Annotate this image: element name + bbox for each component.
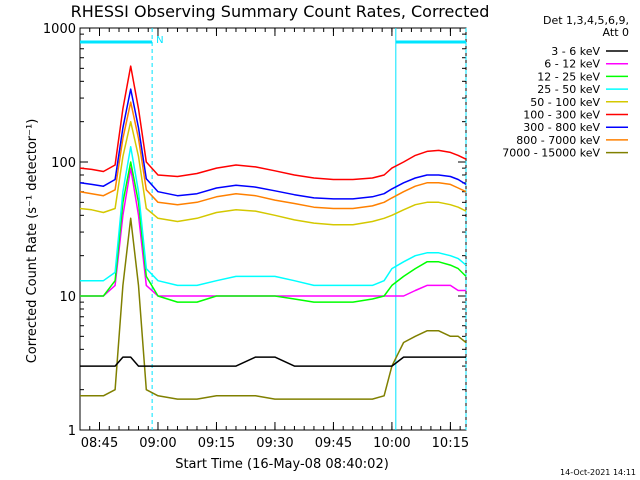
x-tick-label: 09:15 — [198, 436, 235, 451]
legend-label: 7000 - 15000 keV — [502, 147, 600, 160]
legend-label: 50 - 100 keV — [530, 96, 600, 109]
legend-label: 25 - 50 keV — [537, 83, 600, 96]
x-tick-label: 09:45 — [315, 436, 352, 451]
legend-label: 3 - 6 keV — [551, 45, 600, 58]
chart-title: RHESSI Observing Summary Count Rates, Co… — [71, 2, 490, 21]
y-tick-label: 1 — [68, 424, 76, 439]
saa-label: N — [156, 35, 163, 46]
y-tick-label: 100 — [51, 156, 76, 171]
series-line — [80, 356, 466, 367]
series-line — [79, 120, 467, 226]
legend-header-line: Det 1,3,4,5,6,9, — [543, 14, 629, 27]
x-tick-label: 10:00 — [373, 436, 410, 451]
orbit-markers: N — [80, 28, 467, 430]
plot-frame — [79, 27, 467, 431]
series-line — [80, 145, 467, 287]
x-axis-label: Start Time (16-May-08 08:40:02) — [175, 457, 389, 472]
series-line — [80, 217, 467, 400]
footer-date: 14-Oct-2021 14:11 — [560, 468, 636, 477]
y-axis-label: Corrected Count Rate (s⁻¹ detector⁻¹) — [25, 119, 40, 364]
legend-header-line: Att 0 — [603, 26, 629, 39]
x-tick-labels: 08:45 09:00 09:15 09:30 09:45 10:00 10:15 — [81, 436, 469, 451]
legend-label: 800 - 7000 keV — [516, 134, 600, 147]
legend-label: 100 - 300 keV — [523, 109, 600, 122]
x-tick-label: 09:00 — [139, 436, 176, 451]
series-line — [79, 101, 467, 210]
x-tick-label: 09:30 — [256, 436, 293, 451]
y-tick-label: 1000 — [43, 22, 76, 37]
legend-label: 12 - 25 keV — [537, 70, 600, 83]
series-layer — [79, 65, 467, 400]
series-line — [79, 88, 467, 200]
legend-label: 6 - 12 keV — [544, 58, 600, 71]
axis-ticks — [79, 27, 466, 431]
y-tick-label: 10 — [59, 290, 76, 305]
x-tick-label: 10:15 — [432, 436, 469, 451]
y-tick-labels: 1 10 100 1000 — [43, 22, 76, 439]
legend-header: Det 1,3,4,5,6,9,Att 0 — [543, 14, 629, 39]
series-line — [80, 161, 467, 303]
series-line — [79, 65, 467, 181]
legend-label: 300 - 800 keV — [523, 121, 600, 134]
x-tick-label: 08:45 — [81, 436, 118, 451]
